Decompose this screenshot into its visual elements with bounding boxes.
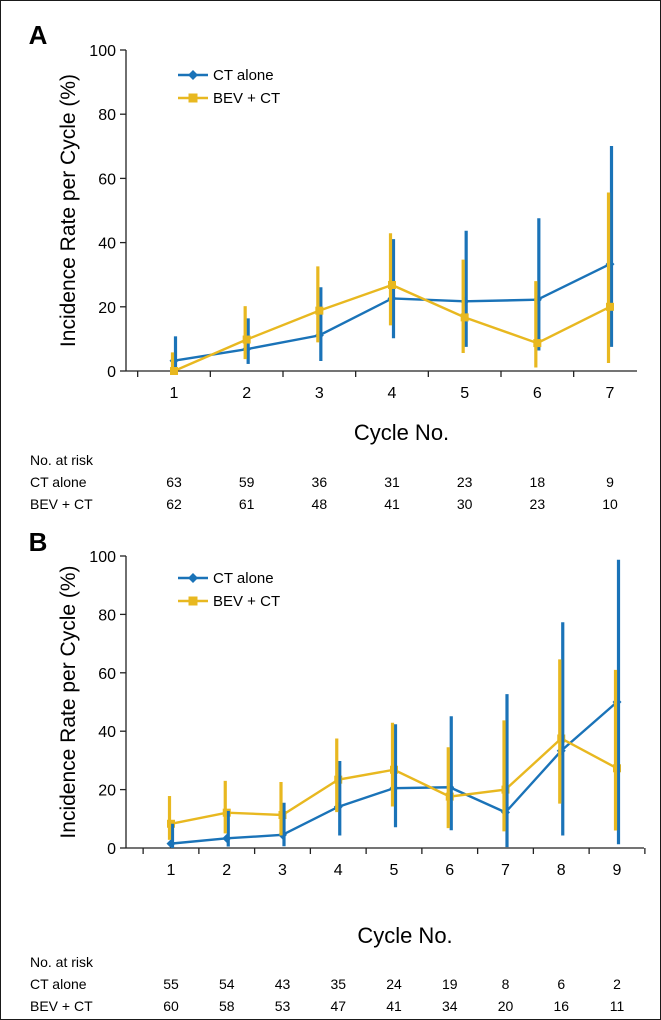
risk-count: 30 bbox=[457, 496, 473, 512]
y-tick-label: 20 bbox=[98, 783, 116, 800]
legend-label: BEV + CT bbox=[213, 593, 280, 610]
risk-count: 23 bbox=[457, 474, 473, 490]
risk-count: 16 bbox=[553, 998, 569, 1014]
y-tick-label: 40 bbox=[98, 236, 116, 253]
risk-count: 59 bbox=[239, 474, 255, 490]
x-tick-label: 7 bbox=[606, 385, 615, 402]
risk-count: 19 bbox=[442, 976, 458, 992]
risk-count: 20 bbox=[498, 998, 514, 1014]
data-point bbox=[388, 280, 396, 289]
legend: CT alone BEV + CT bbox=[178, 67, 280, 107]
x-tick-label: 6 bbox=[445, 862, 454, 879]
risk-count: 47 bbox=[330, 998, 346, 1014]
x-tick-label: 8 bbox=[557, 862, 566, 879]
legend-swatch-marker bbox=[188, 93, 198, 103]
y-tick-label: 100 bbox=[89, 43, 116, 60]
risk-table-title: No. at risk bbox=[30, 452, 94, 468]
risk-row-label: CT alone bbox=[30, 474, 87, 490]
risk-count: 23 bbox=[530, 496, 546, 512]
x-tick-label: 1 bbox=[167, 862, 176, 879]
legend-label: CT alone bbox=[213, 67, 274, 84]
risk-count: 62 bbox=[166, 496, 182, 512]
risk-row-label: BEV + CT bbox=[30, 998, 93, 1014]
risk-count: 6 bbox=[557, 976, 565, 992]
y-axis-label: Incidence Rate per Cycle (%) bbox=[57, 565, 80, 838]
risk-count: 34 bbox=[442, 998, 458, 1014]
y-tick-label: 60 bbox=[98, 666, 116, 683]
risk-table: No. at risk CT alone 63 59 36 31 23 18 9 BEV + CT… bbox=[30, 452, 618, 512]
risk-row-label: CT alone bbox=[30, 976, 87, 992]
y-tick-label: 100 bbox=[89, 549, 116, 566]
risk-count: 11 bbox=[610, 998, 625, 1014]
legend-swatch-marker bbox=[188, 596, 198, 606]
risk-count: 9 bbox=[606, 474, 614, 490]
risk-count: 18 bbox=[530, 474, 546, 490]
y-tick-label: 80 bbox=[98, 607, 116, 624]
x-tick-label: 2 bbox=[222, 862, 231, 879]
risk-count: 8 bbox=[502, 976, 510, 992]
risk-count: 41 bbox=[384, 496, 400, 512]
y-tick-label: 0 bbox=[107, 364, 116, 381]
risk-table-title: No. at risk bbox=[30, 954, 94, 970]
risk-count: 58 bbox=[219, 998, 235, 1014]
risk-count: 61 bbox=[239, 496, 255, 512]
risk-count: 10 bbox=[602, 496, 618, 512]
data-point bbox=[242, 335, 251, 344]
y-tick-label: 20 bbox=[98, 300, 116, 317]
data-point bbox=[460, 313, 469, 322]
x-tick-label: 4 bbox=[334, 862, 343, 879]
x-tick-label: 6 bbox=[533, 385, 542, 402]
x-axis-label: Cycle No. bbox=[354, 420, 449, 445]
legend-label: BEV + CT bbox=[213, 90, 280, 107]
x-tick-label: 5 bbox=[460, 385, 469, 402]
legend: CT alone BEV + CT bbox=[178, 570, 280, 610]
data-point bbox=[170, 367, 178, 375]
risk-count: 41 bbox=[386, 998, 402, 1014]
x-tick-label: 2 bbox=[242, 385, 251, 402]
panel-b: B 0 20 40 60 80 100 Incidence Rate per Cycle (%… bbox=[29, 527, 646, 1014]
risk-count: 53 bbox=[275, 998, 291, 1014]
panel-label: A bbox=[29, 20, 48, 50]
risk-table: No. at risk CT alone 55 54 43 35 24 19 8 6 2 BEV + … bbox=[30, 954, 624, 1014]
series-bev-ct bbox=[167, 659, 618, 840]
risk-count: 43 bbox=[275, 976, 291, 992]
x-axis-label: Cycle No. bbox=[357, 923, 452, 948]
y-tick-label: 60 bbox=[98, 171, 116, 188]
panel-label: B bbox=[29, 527, 48, 557]
series-ct-alone bbox=[170, 559, 621, 848]
y-axis-label: Incidence Rate per Cycle (%) bbox=[57, 74, 80, 347]
risk-count: 60 bbox=[163, 998, 179, 1014]
panel-a: A 0 20 40 60 80 100 Incidence Rate per Cycle (%… bbox=[29, 20, 637, 849]
risk-count: 35 bbox=[330, 976, 346, 992]
x-tick-label: 9 bbox=[613, 862, 622, 879]
risk-count: 31 bbox=[384, 474, 400, 490]
data-point bbox=[315, 306, 324, 315]
legend-swatch-marker bbox=[188, 573, 198, 583]
risk-count: 48 bbox=[312, 496, 328, 512]
data-point bbox=[533, 339, 542, 348]
risk-row-label: BEV + CT bbox=[30, 496, 93, 512]
x-tick-label: 4 bbox=[388, 385, 397, 402]
risk-count: 2 bbox=[613, 976, 621, 992]
x-tick-label: 3 bbox=[278, 862, 287, 879]
risk-count: 55 bbox=[163, 976, 179, 992]
x-tick-label: 1 bbox=[170, 385, 179, 402]
risk-count: 63 bbox=[166, 474, 182, 490]
risk-count: 54 bbox=[219, 976, 235, 992]
x-tick-label: 3 bbox=[315, 385, 324, 402]
x-tick-label: 5 bbox=[390, 862, 399, 879]
legend-swatch-marker bbox=[188, 70, 198, 80]
risk-count: 36 bbox=[312, 474, 328, 490]
y-tick-label: 0 bbox=[107, 841, 116, 858]
y-tick-label: 40 bbox=[98, 724, 116, 741]
legend-label: CT alone bbox=[213, 570, 274, 587]
y-tick-label: 80 bbox=[98, 107, 116, 124]
data-point bbox=[606, 302, 614, 311]
x-tick-label: 7 bbox=[501, 862, 510, 879]
risk-count: 24 bbox=[386, 976, 402, 992]
